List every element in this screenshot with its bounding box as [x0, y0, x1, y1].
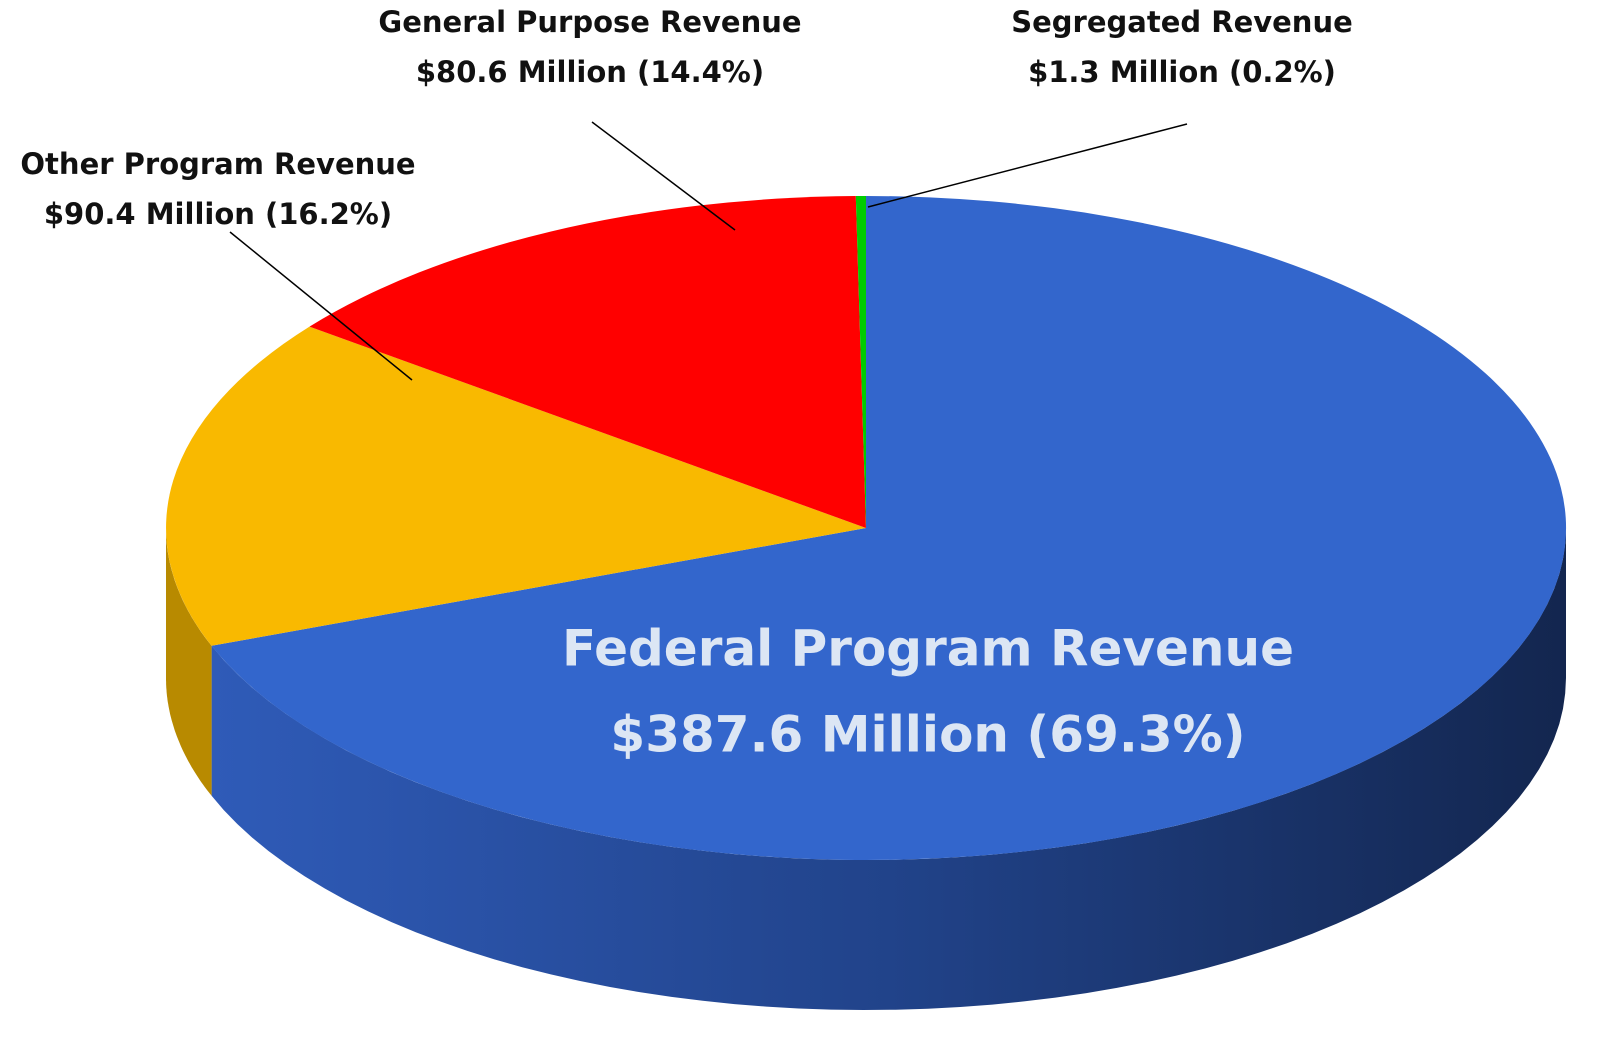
slice: [309, 196, 866, 528]
slice-side: [166, 528, 212, 796]
slice-side: [211, 528, 1567, 1010]
slice-label: Segregated Revenue: [1011, 5, 1353, 39]
slice: [211, 196, 1567, 860]
leader-line: [591, 121, 736, 231]
value-label: $1.3 Million (0.2%): [1028, 55, 1336, 89]
leader-line: [867, 123, 1188, 208]
slice: [855, 195, 866, 528]
value-label: $80.6 Million (14.4%): [416, 55, 764, 89]
slice: [166, 326, 866, 646]
value-label: $387.6 Million (69.3%): [610, 706, 1245, 764]
leader-line: [229, 231, 413, 381]
value-label: $90.4 Million (16.2%): [44, 197, 392, 231]
slice-label: Other Program Revenue: [20, 147, 415, 181]
slice-label: Federal Program Revenue: [562, 620, 1294, 678]
slice-label: General Purpose Revenue: [378, 5, 801, 39]
